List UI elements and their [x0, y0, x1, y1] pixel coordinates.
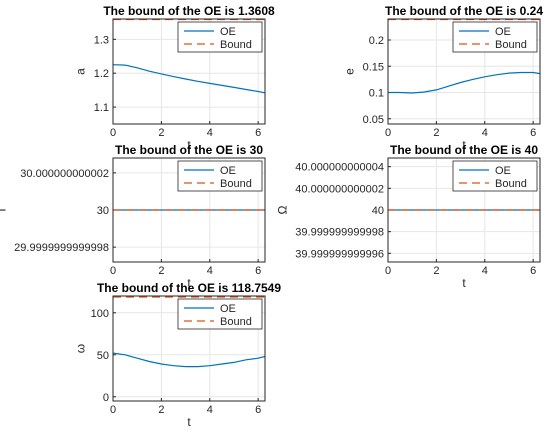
y-tick-label: 40 [372, 205, 384, 217]
legend-label: Bound [495, 39, 527, 51]
y-tick-label: 0.2 [369, 35, 384, 47]
x-tick-label: 2 [158, 265, 164, 277]
x-axis-label: t [187, 138, 191, 152]
legend-box [177, 298, 263, 330]
x-tick-label: 4 [207, 265, 213, 277]
oe-line [112, 352, 266, 368]
subplot-1: 0 2 4 6 1.1 1.2 1.3 The bound of the OE is 1.36… [74, 4, 275, 152]
y-tick-label: 1.3 [94, 34, 109, 46]
x-axis-label: t [462, 276, 466, 290]
legend-box [452, 21, 538, 53]
y-tick-label: 50 [97, 350, 109, 362]
axes-box [387, 18, 541, 125]
subplot-title: The bound of the OE is 118.7549 [97, 281, 281, 295]
x-tick-label: 0 [385, 265, 391, 277]
x-tick-label: 2 [158, 404, 164, 416]
legend-box [452, 160, 538, 192]
x-axis-label: t [462, 138, 466, 152]
y-tick-label: 0.05 [363, 114, 384, 126]
y-axis-label: a [74, 68, 88, 75]
subplot-3: 0 2 4 6 30.000000000002 30 29.9999999999998 The… [0, 143, 266, 290]
legend-label: OE [495, 165, 511, 177]
x-tick-label: 4 [207, 127, 213, 139]
x-tick-label: 4 [482, 265, 488, 277]
axes-box [387, 157, 541, 263]
legend-label: OE [220, 26, 236, 38]
subplot-title: The bound of the OE is 40 [390, 143, 538, 157]
x-axis-label: t [187, 276, 191, 290]
y-tick-label: 100 [91, 308, 109, 320]
y-tick-label: 39.999999999998 [295, 227, 384, 239]
x-tick-label: 6 [530, 265, 536, 277]
subplot-title: The bound of the OE is 30 [115, 143, 263, 157]
x-axis-label: t [187, 415, 191, 429]
x-tick-label: 6 [530, 127, 536, 139]
legend-label: OE [220, 165, 236, 177]
y-tick-label: 0 [103, 392, 109, 404]
x-tick-label: 0 [385, 127, 391, 139]
x-tick-label: 6 [255, 127, 261, 139]
x-tick-label: 6 [255, 404, 261, 416]
y-axis-label: ω [74, 344, 88, 353]
x-tick-label: 2 [158, 127, 164, 139]
y-axis-label: Ω [276, 205, 290, 214]
x-tick-label: 4 [207, 404, 213, 416]
y-tick-label: 1.2 [94, 68, 109, 80]
y-axis-label: e [343, 68, 357, 75]
axes-box [112, 18, 266, 125]
y-tick-label: 0.1 [369, 88, 384, 100]
subplot-5: 0 2 4 6 0 50 100 The bound of the OE is 118.754… [74, 281, 282, 429]
y-axis-label: i [0, 209, 8, 212]
legend-label: Bound [220, 316, 252, 328]
subplot-4: 0 2 4 6 40.000000000004 40.000000000002 40 39.9… [276, 143, 541, 290]
legend-label: OE [495, 26, 511, 38]
oe-line [112, 64, 266, 94]
legend-label: Bound [220, 178, 252, 190]
y-tick-label: 29.9999999999998 [14, 242, 109, 254]
y-tick-label: 30 [97, 205, 109, 217]
x-tick-label: 6 [255, 265, 261, 277]
x-tick-label: 2 [433, 127, 439, 139]
legend-label: Bound [220, 39, 252, 51]
legend-label: Bound [495, 178, 527, 190]
legend-box [177, 160, 263, 192]
axes-box [112, 295, 266, 402]
y-tick-label: 30.000000000002 [20, 168, 109, 180]
y-tick-label: 40.000000000004 [295, 162, 384, 174]
subplot-title: The bound of the OE is 1.3608 [103, 4, 275, 18]
legend-box [177, 21, 263, 53]
axes-box [112, 157, 266, 263]
subplot-title: The bound of the OE is 0.24 [385, 4, 543, 18]
x-tick-label: 0 [110, 404, 116, 416]
legend-label: OE [220, 303, 236, 315]
y-tick-label: 1.1 [94, 102, 109, 114]
x-tick-label: 0 [110, 265, 116, 277]
x-tick-label: 4 [482, 127, 488, 139]
x-tick-label: 2 [433, 265, 439, 277]
y-tick-label: 0.15 [363, 61, 384, 73]
y-tick-label: 39.999999999996 [295, 248, 384, 260]
y-tick-label: 40.000000000002 [295, 183, 384, 195]
oe-line [388, 71, 540, 94]
x-tick-label: 0 [110, 127, 116, 139]
subplot-2: 0 2 4 6 0.05 0.1 0.15 0.2 The bound of the OE is… [343, 4, 544, 152]
